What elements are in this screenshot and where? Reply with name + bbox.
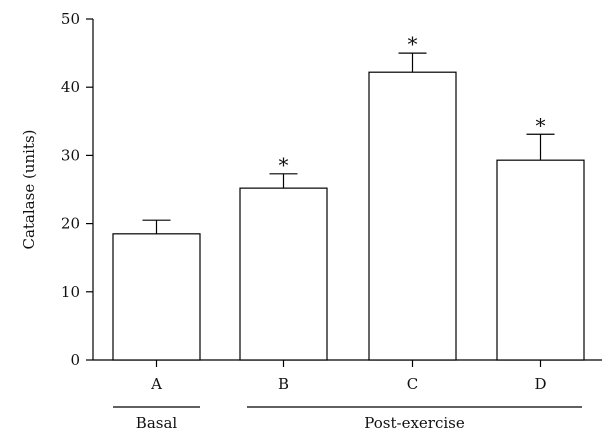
y-tick-label-20: 20 [61, 215, 80, 233]
category-label-D: D [534, 375, 546, 393]
category-label-C: C [407, 375, 418, 393]
error-bar-C [398, 52, 427, 73]
category-label-B: B [278, 375, 289, 393]
significance-marker-C: * [408, 32, 418, 56]
bar-D [496, 159, 585, 361]
y-tick-label-0: 0 [70, 351, 80, 369]
bar-A [112, 233, 201, 361]
bars [112, 71, 585, 361]
error-bar-D [526, 133, 555, 161]
category-label-A: A [150, 375, 162, 393]
error-bar-A [142, 219, 171, 234]
y-tick-label-50: 50 [61, 10, 80, 28]
bar-B [239, 187, 328, 361]
significance-markers: * * * [279, 32, 546, 177]
significance-marker-B: * [279, 153, 289, 177]
error-bars [142, 52, 555, 234]
y-axis-label: Catalase (units) [20, 129, 38, 249]
group-brackets: Basal Post-exercise [113, 406, 582, 432]
y-tick-label-40: 40 [61, 78, 80, 96]
group-label-basal: Basal [136, 414, 178, 432]
category-labels: A B C D [150, 360, 547, 393]
y-tick-label-30: 30 [61, 146, 80, 164]
y-tick-label-10: 10 [61, 283, 80, 301]
bar-C [368, 71, 457, 361]
significance-marker-D: * [536, 113, 546, 137]
y-ticks: 0 10 20 30 40 50 [61, 10, 93, 369]
error-bar-B [269, 173, 298, 189]
group-label-post-exercise: Post-exercise [364, 414, 465, 432]
